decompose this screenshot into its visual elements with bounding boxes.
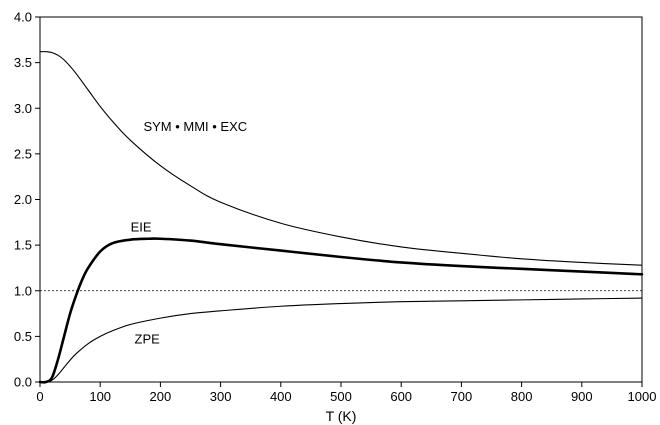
curve-label-1: EIE xyxy=(131,219,152,234)
y-tick-label-1: 0.5 xyxy=(14,329,32,344)
series-line-2 xyxy=(39,297,643,383)
x-tick-label-8: 800 xyxy=(511,389,533,404)
x-tick-label-10: 1000 xyxy=(628,389,657,404)
y-tick-label-4: 2.0 xyxy=(14,192,32,207)
curve-label-0: SYM • MMI • EXC xyxy=(143,119,247,134)
x-axis-title: T (K) xyxy=(326,408,357,424)
x-tick-label-4: 400 xyxy=(270,389,292,404)
y-ticks: 0.0 0.5 1.0 1.5 2.0 2.5 3.0 3.5 4.0 xyxy=(14,10,40,390)
y-tick-label-0: 0.0 xyxy=(14,375,32,390)
series-line-1 xyxy=(38,237,644,384)
y-tick-label-5: 2.5 xyxy=(14,146,32,161)
y-tick-label-8: 4.0 xyxy=(14,10,32,25)
x-tick-label-0: 0 xyxy=(36,389,43,404)
x-tick-label-3: 300 xyxy=(210,389,232,404)
curve-label-2: ZPE xyxy=(135,332,161,347)
y-tick-label-7: 3.5 xyxy=(14,55,32,70)
series-group xyxy=(38,51,644,384)
x-tick-label-6: 600 xyxy=(390,389,412,404)
plot-frame xyxy=(39,16,643,383)
curve-labels: SYM • MMI • EXC EIE ZPE xyxy=(131,119,248,347)
y-tick-label-2: 1.0 xyxy=(14,283,32,298)
x-ticks: 0 100 200 300 400 500 600 700 800 900 1000 xyxy=(36,382,656,404)
y-tick-label-6: 3.0 xyxy=(14,101,32,116)
x-tick-label-7: 700 xyxy=(451,389,473,404)
axes xyxy=(39,16,643,383)
x-tick-label-1: 100 xyxy=(89,389,111,404)
x-tick-label-5: 500 xyxy=(330,389,352,404)
x-tick-label-9: 900 xyxy=(571,389,593,404)
y-tick-label-3: 1.5 xyxy=(14,238,32,253)
x-tick-label-2: 200 xyxy=(150,389,172,404)
series-line-0 xyxy=(39,51,643,266)
